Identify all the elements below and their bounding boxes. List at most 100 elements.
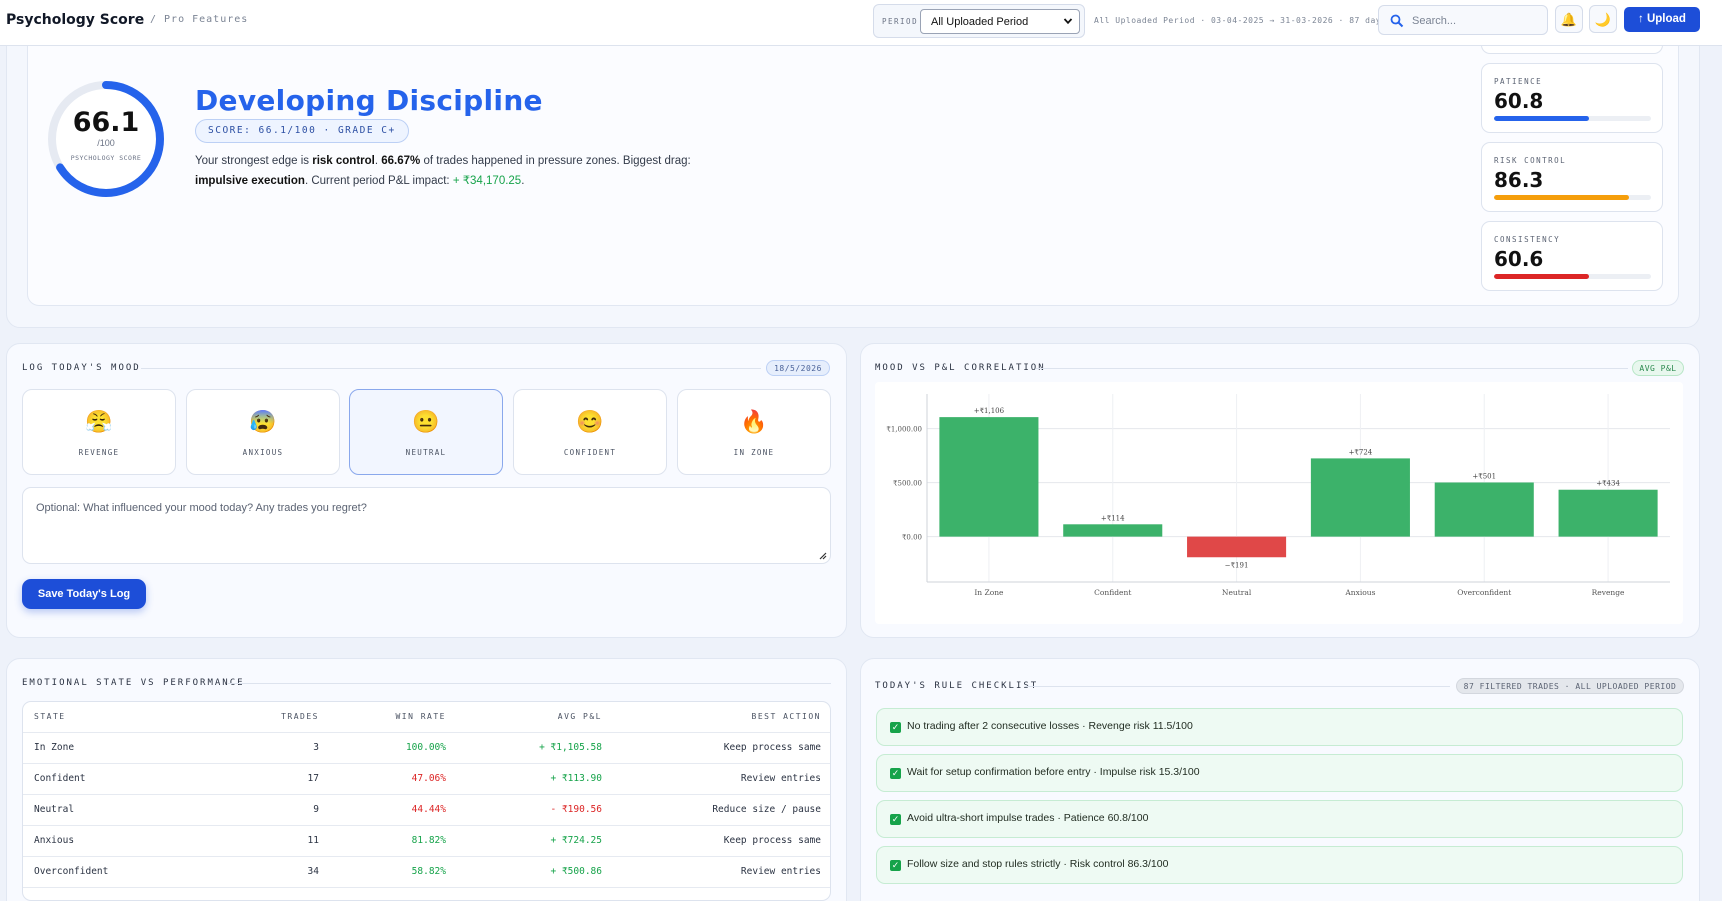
smiling-face-icon: 😊 [576, 409, 604, 434]
trades-cell: 11 [307, 835, 319, 846]
pressure-zone-pct: 66.67% [381, 155, 421, 167]
metric-card-consistency: CONSISTENCY 60.6 [1481, 221, 1663, 291]
column-header: AVG P&L [557, 712, 602, 721]
theme-toggle-button[interactable]: 🌙 [1589, 5, 1617, 33]
mood-option-anxious[interactable]: 😰 ANXIOUS [186, 389, 340, 475]
mood-option-confident[interactable]: 😊 CONFIDENT [513, 389, 667, 475]
bar-data-label: +₹724 [1349, 448, 1373, 456]
mood-option-revenge[interactable]: 😤 REVENGE [22, 389, 176, 475]
metric-label: RISK CONTROL [1494, 156, 1567, 165]
upload-button[interactable]: ↑ Upload [1624, 7, 1700, 32]
period-select[interactable]: All Uploaded Period [920, 9, 1080, 34]
mood-label: NEUTRAL [405, 448, 447, 457]
top-bar: Psychology Score / Pro Features PERIOD A… [0, 0, 1722, 46]
checkbox-checked-icon[interactable]: ✓ [890, 722, 901, 733]
angry-face-icon: 😤 [85, 409, 113, 434]
notifications-button[interactable]: 🔔 [1555, 5, 1583, 33]
divider [1036, 368, 1628, 369]
checklist-item[interactable]: ✓ Avoid ultra-short impulse trades · Pati… [876, 800, 1683, 838]
moon-icon: 🌙 [1594, 12, 1612, 27]
mood-label: IN ZONE [733, 448, 775, 457]
state-cell: Neutral [34, 804, 75, 815]
x-tick-label: Overconfident [1457, 588, 1511, 597]
mood-log-title: LOG TODAY'S MOOD [22, 363, 141, 373]
metric-bar [1494, 195, 1651, 200]
metric-value: 60.6 [1494, 247, 1544, 271]
mood-label: ANXIOUS [242, 448, 284, 457]
fire-icon: 🔥 [740, 409, 768, 434]
chart-bar [1187, 536, 1287, 558]
checkbox-checked-icon[interactable]: ✓ [890, 768, 901, 779]
best-action-cell: Review entries [740, 866, 821, 877]
best-action-cell: Keep process same [723, 835, 821, 846]
pnl-impact: + ₹34,170.25 [452, 175, 522, 187]
column-header: STATE [34, 712, 66, 721]
best-action-cell: Reduce size / pause [712, 804, 821, 815]
save-log-button[interactable]: Save Today's Log [22, 579, 146, 609]
search-placeholder: Search... [1412, 15, 1457, 27]
search-input[interactable]: Search... [1378, 5, 1548, 35]
metric-bar-fill [1494, 274, 1590, 279]
column-header: WIN RATE [395, 712, 446, 721]
metric-value: 60.8 [1494, 89, 1544, 113]
strongest-edge: risk control [312, 155, 375, 167]
score-ring [48, 81, 164, 197]
x-tick-label: Revenge [1592, 588, 1625, 597]
filtered-trades-badge: 87 FILTERED TRADES · ALL UPLOADED PERIOD [1456, 678, 1684, 694]
trades-cell: 3 [313, 742, 319, 753]
summary-text: Your strongest edge is [195, 155, 313, 167]
score-label: PSYCHOLOGY SCORE [70, 154, 142, 162]
score-gauge: 66.1 /100 PSYCHOLOGY SCORE [46, 79, 166, 199]
bar-data-label: +₹114 [1101, 514, 1125, 522]
win-rate-cell: 100.00% [405, 742, 446, 753]
mood-note-placeholder: Optional: What influenced your mood toda… [36, 502, 367, 514]
neutral-face-icon: 😐 [412, 409, 440, 434]
avg-pnl-cell: + ₹1,105.58 [539, 742, 602, 753]
avg-pnl-cell: + ₹500.86 [550, 866, 602, 877]
win-rate-cell: 47.06% [411, 773, 446, 784]
checkbox-checked-icon[interactable]: ✓ [890, 860, 901, 871]
bar-data-label: −₹191 [1225, 561, 1249, 569]
checklist-item[interactable]: ✓ Wait for setup confirmation before entr… [876, 754, 1683, 792]
metric-bar [1494, 116, 1651, 121]
score-value: 66.1 [72, 107, 140, 138]
state-cell: In Zone [34, 742, 75, 753]
checklist-title: TODAY'S RULE CHECKLIST [875, 681, 1039, 691]
breadcrumb[interactable]: / Pro Features [150, 14, 249, 25]
x-tick-label: In Zone [974, 588, 1004, 597]
checklist-item-text: No trading after 2 consecutive losses · … [907, 720, 1193, 732]
y-tick-label: ₹1,000.00 [886, 426, 922, 434]
y-tick-label: ₹0.00 [902, 534, 922, 542]
summary-text: . [374, 155, 382, 167]
grade-pill: SCORE: 66.1/100 · GRADE C+ [195, 119, 409, 143]
table-row: In Zone 3 100.00% + ₹1,105.58 Keep proce… [23, 732, 830, 763]
mood-option-neutral[interactable]: 😐 NEUTRAL [349, 389, 503, 475]
x-tick-label: Neutral [1222, 588, 1252, 597]
period-range-text: All Uploaded Period · 03-04-2025 → 31-03… [1094, 16, 1387, 25]
avg-pnl-cell: + ₹113.90 [550, 773, 602, 784]
checkbox-checked-icon[interactable]: ✓ [890, 814, 901, 825]
mood-label: CONFIDENT [563, 448, 617, 457]
period-select-value: All Uploaded Period [931, 16, 1029, 28]
divider [141, 368, 761, 369]
mood-option-in-zone[interactable]: 🔥 IN ZONE [677, 389, 831, 475]
biggest-drag: impulsive execution [195, 175, 305, 187]
summary-text: . [521, 175, 525, 187]
chart-svg: ₹0.00 ₹500.00 ₹1,000.00 +₹1,106 In Zone +₹114… [886, 394, 1670, 597]
checklist-item[interactable]: ✓ No trading after 2 consecutive losses ·… [876, 708, 1683, 746]
metric-bar [1494, 274, 1651, 279]
period-label: PERIOD [882, 17, 919, 26]
chart-bar [1434, 482, 1534, 537]
resize-handle-icon[interactable] [819, 552, 827, 560]
metric-label: CONSISTENCY [1494, 235, 1561, 244]
metric-bar-fill [1494, 195, 1630, 200]
table-row: Neutral 9 44.44% - ₹190.56 Reduce size /… [23, 794, 830, 825]
metric-bar-fill [1494, 116, 1590, 121]
checklist-item[interactable]: ✓ Follow size and stop rules strictly · R… [876, 846, 1683, 884]
y-tick-label: ₹500.00 [893, 480, 922, 488]
mood-note-textarea[interactable]: Optional: What influenced your mood toda… [22, 487, 831, 564]
hero-card [27, 40, 1679, 306]
chart-bar [1063, 524, 1163, 537]
anxious-face-icon: 😰 [249, 409, 277, 434]
score-summary: Your strongest edge is risk control. 66.… [195, 151, 715, 191]
